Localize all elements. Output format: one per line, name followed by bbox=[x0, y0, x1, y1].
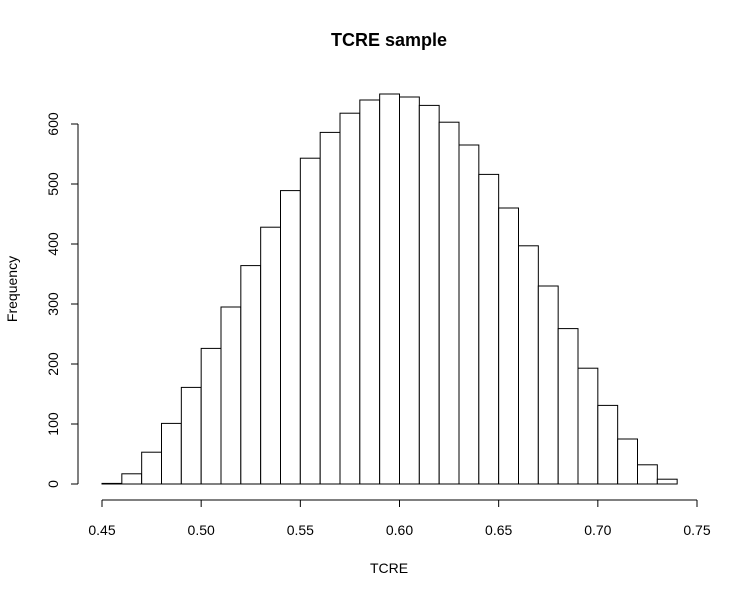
histogram-bars bbox=[101, 93, 678, 485]
histogram-bar bbox=[498, 207, 520, 485]
x-axis: 0.45 0.50 0.55 0.60 0.65 0.70 0.75 bbox=[88, 499, 711, 538]
histogram-bar bbox=[656, 478, 678, 485]
histogram-bar bbox=[200, 347, 222, 485]
histogram-bar bbox=[537, 285, 559, 485]
histogram-bar bbox=[577, 367, 599, 485]
histogram-bar bbox=[339, 112, 361, 485]
x-tick-label: 0.75 bbox=[683, 522, 710, 538]
histogram-bar bbox=[438, 121, 460, 485]
y-axis-label: Frequency bbox=[4, 256, 20, 322]
histogram-bar bbox=[458, 144, 480, 485]
y-tick-label: 100 bbox=[45, 412, 61, 436]
histogram-bar bbox=[299, 157, 321, 485]
histogram-bar bbox=[478, 173, 500, 485]
y-tick-label: 0 bbox=[45, 480, 61, 488]
histogram-bar bbox=[379, 93, 401, 485]
histogram-bar bbox=[141, 451, 162, 485]
y-tick-label: 300 bbox=[45, 292, 61, 316]
histogram-bar bbox=[240, 265, 262, 485]
histogram-bar bbox=[617, 438, 638, 485]
histogram-bar bbox=[518, 245, 539, 485]
x-tick-label: 0.45 bbox=[88, 522, 115, 538]
y-tick-label: 500 bbox=[45, 172, 61, 196]
histogram-bar bbox=[319, 131, 341, 485]
histogram-bar bbox=[399, 96, 420, 485]
histogram-bar bbox=[280, 190, 301, 485]
y-tick-label: 400 bbox=[45, 232, 61, 256]
histogram-bar bbox=[418, 104, 440, 485]
histogram-bar bbox=[557, 328, 579, 485]
histogram-bar bbox=[637, 464, 658, 485]
histogram-bar bbox=[161, 422, 182, 485]
x-tick-label: 0.70 bbox=[584, 522, 611, 538]
histogram-bar bbox=[597, 404, 619, 485]
histogram-bar bbox=[180, 386, 202, 485]
x-tick-label: 0.55 bbox=[287, 522, 314, 538]
histogram-bar bbox=[101, 482, 123, 485]
x-tick-label: 0.65 bbox=[485, 522, 512, 538]
y-axis: 0 100 200 300 400 500 600 bbox=[45, 112, 79, 488]
x-axis-label: TCRE bbox=[370, 560, 408, 576]
y-tick-label: 600 bbox=[45, 112, 61, 136]
histogram-bar bbox=[260, 226, 282, 485]
histogram-bar bbox=[121, 473, 143, 485]
x-tick-label: 0.50 bbox=[188, 522, 215, 538]
histogram-bar bbox=[359, 99, 381, 485]
histogram-bar bbox=[220, 306, 242, 485]
y-tick-label: 200 bbox=[45, 352, 61, 376]
chart-title: TCRE sample bbox=[331, 30, 447, 50]
x-tick-label: 0.60 bbox=[386, 522, 413, 538]
